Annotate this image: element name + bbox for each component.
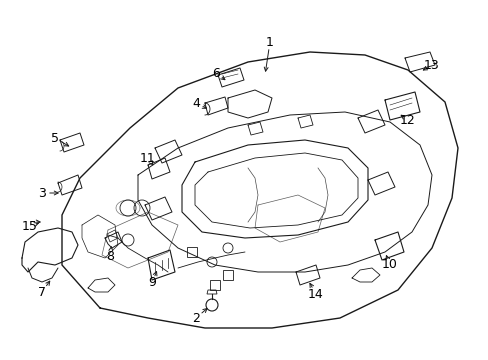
Text: 10: 10 — [381, 258, 397, 271]
Text: 6: 6 — [212, 67, 220, 80]
Text: 11: 11 — [140, 152, 156, 165]
Text: 3: 3 — [38, 186, 46, 199]
Text: 4: 4 — [192, 96, 200, 109]
Text: 8: 8 — [106, 249, 114, 262]
Text: 1: 1 — [265, 36, 273, 49]
Text: 15: 15 — [22, 220, 38, 233]
Text: 2: 2 — [192, 311, 200, 324]
Text: 7: 7 — [38, 285, 46, 298]
Text: 12: 12 — [399, 113, 415, 126]
Text: 14: 14 — [307, 288, 323, 301]
Text: 5: 5 — [51, 131, 59, 144]
Text: 13: 13 — [423, 59, 439, 72]
Text: 9: 9 — [148, 276, 156, 289]
